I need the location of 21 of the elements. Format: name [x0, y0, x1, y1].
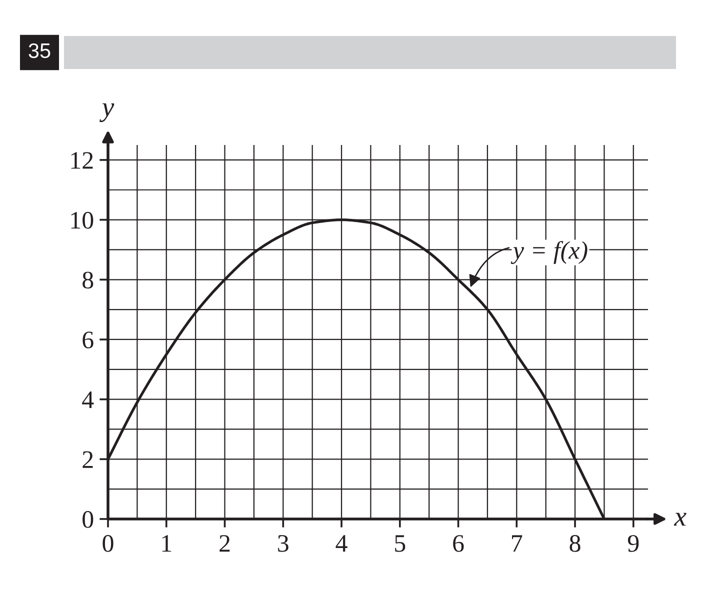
y-tick-label: 8	[82, 272, 94, 289]
x-tick-label: 6	[453, 535, 464, 552]
x-tick-label: 3	[278, 535, 288, 552]
y-tick-label: 12	[71, 152, 93, 169]
y-axis-title: y	[100, 103, 114, 122]
y-tick-label: 2	[82, 451, 93, 468]
x-tick-label: 5	[395, 535, 406, 552]
y-tick-label: 6	[82, 332, 94, 348]
x-tick-label: 7	[512, 535, 522, 552]
x-tick-label: 2	[220, 535, 230, 552]
x-tick-label: 0	[102, 535, 114, 552]
y-tick-label: 0	[82, 511, 94, 528]
annotation: y = f(x)	[510, 241, 588, 264]
y-tick-label: 4	[82, 392, 94, 408]
x-tick-label: 1	[162, 535, 172, 552]
y-tick-label: 10	[71, 212, 94, 229]
chart-title: 35	[28, 43, 50, 58]
x-tick-label: 8	[570, 535, 580, 552]
x-tick-label: 9	[628, 535, 639, 552]
x-axis-title: x	[674, 512, 686, 526]
x-tick-label: 4	[336, 535, 348, 552]
